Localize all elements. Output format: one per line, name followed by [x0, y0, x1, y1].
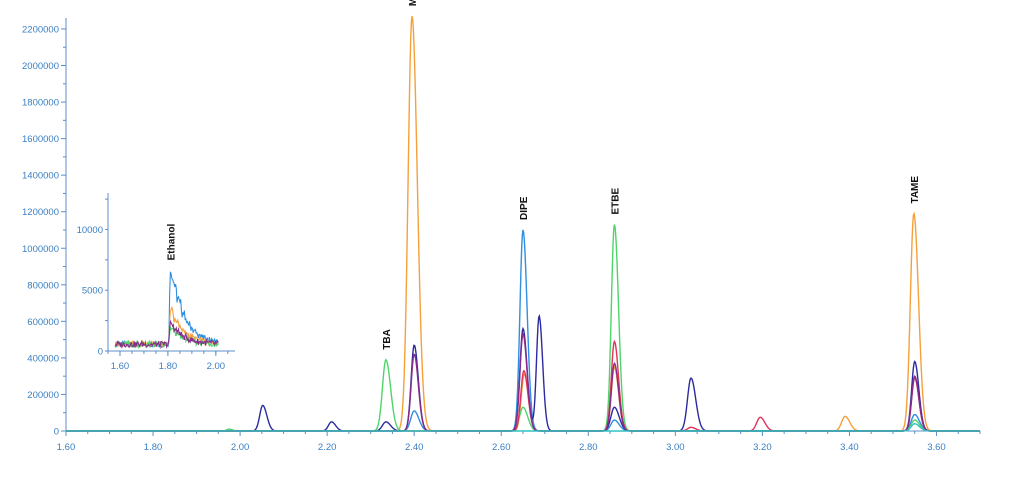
x-tick-label: 2.20: [318, 442, 337, 453]
y-tick-label: 1800000: [22, 98, 59, 109]
y-tick-label: 600000: [27, 317, 59, 328]
main-series: [66, 16, 980, 432]
peak-label-tame: TAME: [910, 176, 921, 204]
inset-y-tick-label: 0: [98, 347, 103, 358]
peak-label-tba: TBA: [382, 329, 393, 350]
peak-label-mtbe: MTBE: [408, 0, 419, 6]
y-tick-label: 1000000: [22, 244, 59, 255]
y-tick-label: 1600000: [22, 134, 59, 145]
inset-y-tick-label: 5000: [82, 286, 103, 297]
inset-series-line: [114, 319, 219, 350]
inset-y-tick-label: 10000: [77, 225, 103, 236]
x-tick-label: 2.60: [492, 442, 511, 453]
x-tick-label: 2.40: [405, 442, 424, 453]
inset-x-tick-label: 2.00: [207, 361, 226, 372]
y-tick-label: 2000000: [22, 61, 59, 72]
peak-label-ethanol: Ethanol: [166, 223, 177, 260]
x-tick-label: 3.00: [666, 442, 685, 453]
y-tick-label: 200000: [27, 390, 59, 401]
y-tick-label: 1400000: [22, 171, 59, 182]
series-line: [66, 16, 980, 432]
peak-label-etbe: ETBE: [610, 188, 621, 215]
x-tick-label: 1.60: [57, 442, 76, 453]
ethanol-inset: 1.60 1.80 2.00 0 5000 10000 Ethanol: [77, 193, 235, 372]
y-tick-label: 800000: [27, 280, 59, 291]
y-tick-label: 0: [54, 427, 59, 438]
x-tick-label: 3.40: [840, 442, 859, 453]
x-tick-label: 2.00: [231, 442, 250, 453]
peak-label-dipe: DIPE: [519, 196, 530, 220]
y-tick-label: 2200000: [22, 24, 59, 35]
series-line: [66, 422, 980, 432]
peak-labels: TBA MTBE DIPE ETBE TAME: [382, 0, 921, 350]
inset-series-line: [114, 271, 219, 349]
x-tick-label: 2.80: [579, 442, 598, 453]
y-tick-label: 400000: [27, 353, 59, 364]
inset-x-tick-label: 1.80: [159, 361, 178, 372]
inset-x-tick-label: 1.60: [111, 361, 130, 372]
y-tick-label: 1200000: [22, 207, 59, 218]
x-tick-label: 3.60: [927, 442, 946, 453]
x-tick-label: 3.20: [753, 442, 772, 453]
x-tick-label: 1.80: [144, 442, 163, 453]
